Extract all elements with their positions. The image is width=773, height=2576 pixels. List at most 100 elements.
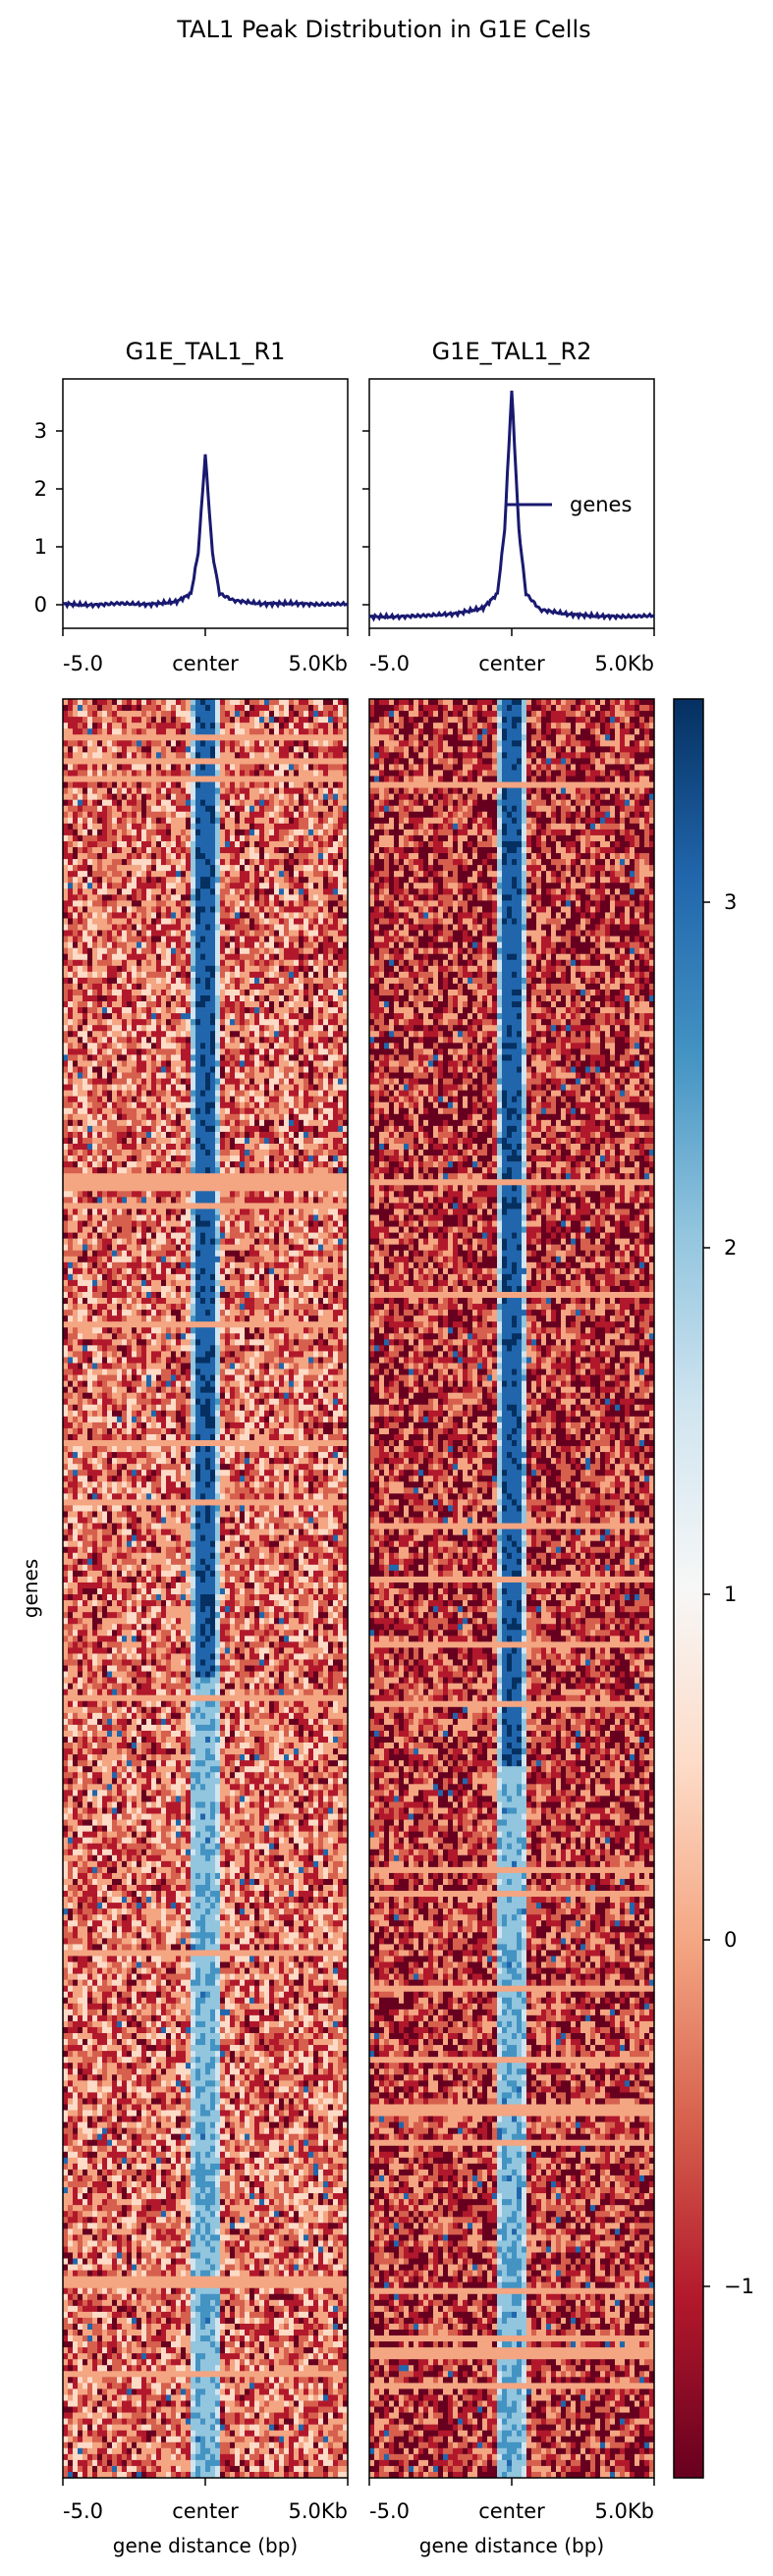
- heatmap-cell: [171, 1113, 177, 1121]
- heatmap-cell: [323, 859, 329, 866]
- heatmap-cell: [259, 912, 265, 919]
- heatmap-cell: [83, 1197, 88, 1204]
- heatmap-cell: [107, 1078, 113, 1085]
- heatmap-cell: [83, 941, 88, 948]
- heatmap-cell: [240, 1013, 246, 1020]
- heatmap-cell: [343, 883, 349, 889]
- heatmap-cell: [181, 1060, 187, 1067]
- heatmap-cell: [176, 829, 182, 836]
- heatmap-cell: [146, 734, 152, 741]
- heatmap-cell: [97, 1066, 103, 1073]
- heatmap-cell: [215, 705, 221, 712]
- heatmap-cell: [249, 1019, 255, 1026]
- heatmap-cell: [205, 965, 211, 973]
- heatmap-cell: [240, 1161, 246, 1168]
- heatmap-cell: [259, 823, 265, 831]
- heatmap-cell: [122, 971, 128, 979]
- heatmap-cell: [161, 1167, 167, 1174]
- profile-xaxis-1: -5.0 center 5.0Kb: [62, 628, 349, 675]
- heatmap-cell: [299, 883, 304, 889]
- heatmap-cell: [338, 805, 344, 813]
- heatmap-cell: [112, 1031, 118, 1038]
- heatmap-cell: [151, 758, 157, 765]
- heatmap-cell: [279, 740, 285, 747]
- heatmap-cell: [102, 1155, 108, 1162]
- heatmap-cell: [176, 717, 182, 724]
- heatmap-cell: [161, 799, 167, 807]
- heatmap-cell: [186, 758, 192, 765]
- heatmap-cell: [313, 1043, 319, 1049]
- heatmap-cell: [210, 930, 216, 937]
- heatmap-cell: [308, 1101, 314, 1109]
- heatmap-cell: [215, 906, 221, 913]
- heatmap-cell: [323, 977, 329, 985]
- heatmap-cell: [181, 823, 187, 831]
- heatmap-cell: [313, 1054, 319, 1061]
- heatmap-cell: [97, 699, 103, 706]
- heatmap-cell: [97, 906, 103, 913]
- heatmap-cell: [151, 865, 157, 872]
- heatmap-cell: [97, 705, 103, 712]
- heatmap-cell: [328, 758, 334, 765]
- heatmap-cell: [141, 1155, 147, 1162]
- heatmap-cell: [141, 758, 147, 765]
- heatmap-cell: [200, 699, 206, 706]
- heatmap-cell: [127, 924, 133, 931]
- heatmap-cell: [117, 1084, 123, 1091]
- heatmap-cell: [191, 1191, 196, 1198]
- heatmap-cell: [112, 871, 118, 878]
- heatmap-cell: [279, 1191, 285, 1198]
- heatmap-cell: [289, 995, 295, 1002]
- heatmap-cell: [210, 959, 216, 967]
- heatmap-cell: [63, 1090, 69, 1097]
- heatmap-cell: [259, 781, 265, 788]
- heatmap-cell: [318, 1078, 324, 1085]
- heatmap-cell: [97, 1107, 103, 1115]
- heatmap-cell: [304, 865, 309, 872]
- heatmap-cell: [215, 1054, 221, 1061]
- heatmap-cell: [166, 930, 172, 937]
- heatmap-cell: [284, 930, 290, 937]
- heatmap-cell: [166, 1048, 172, 1055]
- heatmap-cell: [151, 1048, 157, 1055]
- heatmap-cell: [127, 1019, 133, 1026]
- heatmap-cell: [200, 930, 206, 937]
- heatmap-cell: [210, 1119, 216, 1127]
- heatmap-cell: [343, 1054, 349, 1061]
- heatmap-cell: [318, 1007, 324, 1014]
- heatmap-cell: [338, 1048, 344, 1055]
- heatmap-cell: [97, 1007, 103, 1014]
- heatmap-cell: [333, 936, 339, 942]
- heatmap-cell: [289, 971, 295, 979]
- heatmap-cell: [166, 1161, 172, 1168]
- heatmap-cell: [279, 1013, 285, 1020]
- heatmap-cell: [132, 1150, 138, 1156]
- heatmap-cell: [92, 865, 98, 872]
- heatmap-cell: [102, 1072, 108, 1079]
- heatmap-cell: [141, 995, 147, 1002]
- heatmap-cell: [186, 918, 192, 925]
- heatmap-cell: [210, 995, 216, 1002]
- heatmap-cell: [161, 711, 167, 718]
- heatmap-cell: [249, 936, 255, 942]
- heatmap-cell: [132, 983, 138, 991]
- heatmap-cell: [102, 871, 108, 878]
- heatmap-cell: [132, 1197, 138, 1204]
- heatmap-cell: [112, 1155, 118, 1162]
- heatmap-cell: [92, 918, 98, 925]
- heatmap-cell: [294, 877, 300, 884]
- heatmap-cell: [240, 746, 246, 753]
- heatmap-cell: [112, 1203, 118, 1209]
- heatmap-cell: [156, 1173, 162, 1180]
- heatmap-cell: [102, 1107, 108, 1115]
- heatmap-cell: [205, 776, 211, 782]
- heatmap-cell: [200, 1096, 206, 1103]
- heatmap-cell: [87, 995, 93, 1002]
- heatmap-cell: [73, 1197, 79, 1204]
- heatmap-cell: [63, 752, 69, 759]
- heatmap-cell: [343, 924, 349, 931]
- heatmap-cell: [274, 1060, 280, 1067]
- heatmap-cell: [264, 728, 270, 735]
- heatmap-cell: [313, 977, 319, 985]
- heatmap-cell: [328, 1155, 334, 1162]
